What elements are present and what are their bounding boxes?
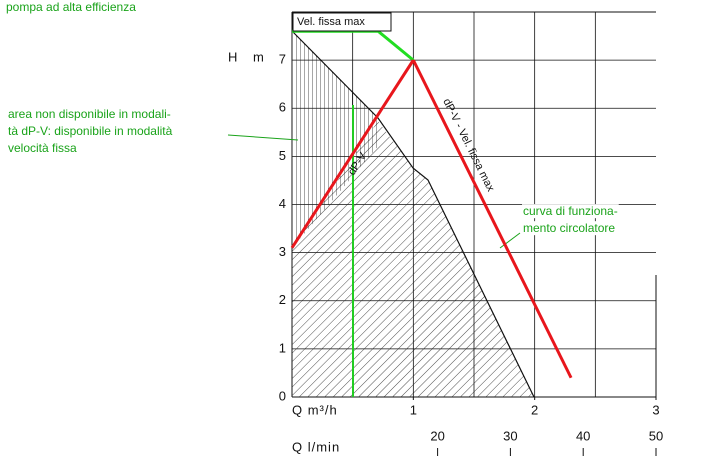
series-label: Vel. fissa max bbox=[297, 16, 365, 28]
label-box bbox=[292, 12, 392, 32]
y-tick-label: 2 bbox=[279, 292, 286, 307]
annotation: velocità fissa bbox=[8, 141, 77, 155]
x-tick-label: 2 bbox=[531, 402, 538, 417]
x-axis-label: Q m³/h bbox=[292, 402, 338, 417]
x2-axis-label: Q l/min bbox=[292, 439, 340, 454]
y-tick-label: 6 bbox=[279, 100, 286, 115]
y-tick-label: 1 bbox=[279, 340, 286, 355]
area-boundary bbox=[291, 30, 535, 398]
annotation-bg bbox=[522, 204, 619, 219]
x2-tick-label: 20 bbox=[430, 428, 444, 443]
y-axis-label: H m bbox=[228, 49, 267, 64]
x-tick-label: 1 bbox=[410, 402, 417, 417]
y-tick-label: 3 bbox=[279, 244, 286, 259]
x2-tick-label: 50 bbox=[649, 428, 663, 443]
leader-line bbox=[499, 232, 521, 249]
y-tick-label: 7 bbox=[279, 52, 286, 67]
y-tick-label: 0 bbox=[279, 388, 286, 403]
series-line bbox=[290, 59, 415, 249]
x-tick-label: 3 bbox=[652, 402, 659, 417]
annotation: mento circolatore bbox=[523, 221, 615, 235]
annotation-bg bbox=[522, 221, 617, 236]
series-label: dP-V - Vel. fissa max bbox=[440, 97, 496, 194]
x2-tick-label: 30 bbox=[503, 428, 517, 443]
leader-line bbox=[227, 134, 299, 141]
y-tick-label: 5 bbox=[279, 148, 286, 163]
caption: pompa ad alta efficienza bbox=[6, 0, 136, 14]
hatched-area-vertical bbox=[292, 31, 378, 248]
series-line bbox=[411, 59, 573, 379]
y-tick-label: 4 bbox=[279, 196, 286, 211]
x2-tick-label: 40 bbox=[576, 428, 590, 443]
annotation: area non disponibile in modali- bbox=[8, 107, 171, 121]
annotation: curva di funziona- bbox=[523, 204, 618, 218]
annotation: tà dP-V: disponibile in modalità bbox=[8, 124, 173, 138]
